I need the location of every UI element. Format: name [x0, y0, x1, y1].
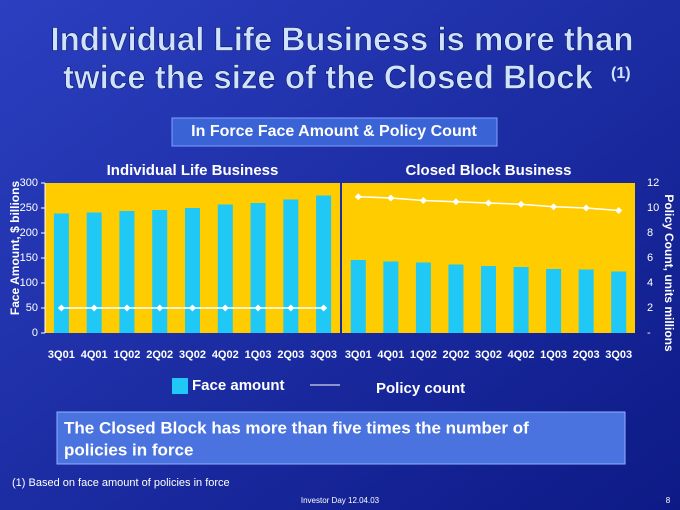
marker	[57, 304, 65, 312]
footer: Investor Day 12.04.03	[301, 496, 380, 505]
x-tick-label: 2Q03	[277, 349, 304, 361]
bar	[283, 199, 299, 333]
x-tick-label: 1Q02	[113, 349, 140, 361]
panel-title: Individual Life Business	[107, 162, 279, 179]
x-tick-label: 3Q01	[48, 349, 75, 361]
bar	[316, 195, 332, 333]
marker	[517, 200, 525, 208]
bar	[383, 261, 399, 333]
x-tick-label: 3Q03	[605, 349, 632, 361]
y-axis-label: Face Amount, $ billions	[8, 181, 22, 316]
bar	[415, 262, 431, 333]
marker	[221, 304, 229, 312]
y-tick-label: 250	[20, 202, 38, 214]
callout-line: policies in force	[64, 440, 193, 459]
bar	[250, 203, 266, 333]
bar	[448, 264, 464, 333]
marker	[485, 199, 492, 207]
y-tick-label: 150	[20, 252, 38, 264]
bar	[217, 204, 233, 333]
y-tick-label: 100	[20, 277, 38, 289]
x-tick-label: 4Q01	[377, 349, 404, 361]
marker	[452, 198, 460, 206]
marker	[419, 197, 427, 204]
x-tick-label: 1Q03	[245, 349, 272, 361]
bar	[546, 269, 562, 333]
marker	[254, 304, 262, 312]
legend-label: Policy count	[376, 380, 465, 397]
marker	[320, 304, 328, 312]
panel-title: Closed Block Business	[406, 162, 572, 179]
x-tick-label: 4Q01	[81, 349, 108, 361]
x-tick-label: 2Q02	[146, 349, 173, 361]
marker	[287, 304, 295, 312]
y2-tick-label: 12	[647, 177, 659, 189]
legend-swatch	[172, 378, 188, 394]
legend-label: Face amount	[192, 377, 285, 394]
y2-tick-label: 10	[647, 202, 659, 214]
bar	[578, 269, 594, 333]
y-tick-label: 200	[20, 227, 38, 239]
marker	[156, 304, 164, 312]
title-line: twice the size of the Closed Block	[63, 59, 594, 96]
x-tick-label: 3Q02	[475, 349, 502, 361]
y2-tick-label: 4	[647, 277, 653, 289]
marker	[615, 207, 623, 214]
marker	[582, 204, 590, 212]
x-tick-label: 3Q03	[310, 349, 337, 361]
callout-line: The Closed Block has more than five time…	[64, 418, 529, 437]
y2-tick-label: -	[647, 327, 651, 339]
x-tick-label: 4Q02	[212, 349, 239, 361]
page-number: 8	[666, 496, 671, 505]
x-tick-label: 1Q02	[410, 349, 437, 361]
y2-tick-label: 6	[647, 252, 653, 264]
footnote: (1) Based on face amount of policies in …	[12, 477, 230, 489]
bar	[513, 267, 529, 333]
marker	[189, 304, 196, 312]
y2-axis-label: Policy Count, units millions	[662, 194, 676, 352]
callout-box	[56, 411, 626, 465]
x-tick-label: 2Q02	[442, 349, 469, 361]
marker	[90, 304, 98, 312]
bar	[185, 208, 200, 333]
bar	[119, 211, 135, 333]
bar	[53, 213, 69, 333]
bar	[611, 271, 627, 333]
bar	[86, 212, 102, 333]
x-tick-label: 1Q03	[540, 349, 567, 361]
y-tick-label: 50	[26, 302, 38, 314]
marker	[123, 304, 131, 312]
y2-tick-label: 8	[647, 227, 653, 239]
x-tick-label: 2Q03	[573, 349, 600, 361]
y-tick-label: 0	[32, 327, 38, 339]
subtitle-box	[171, 117, 498, 147]
marker	[354, 193, 362, 201]
bar	[350, 260, 366, 333]
x-tick-label: 4Q02	[508, 349, 535, 361]
x-tick-label: 3Q01	[345, 349, 372, 361]
title-line: Individual Life Business is more than	[50, 21, 633, 58]
x-tick-label: 3Q02	[179, 349, 206, 361]
y2-tick-label: 2	[647, 302, 653, 314]
marker	[550, 203, 558, 211]
bar	[152, 210, 168, 333]
y-tick-label: 300	[20, 177, 38, 189]
title-note: (1)	[611, 65, 631, 82]
marker	[387, 194, 395, 202]
bar	[481, 266, 496, 333]
subtitle: In Force Face Amount & Policy Count	[191, 123, 477, 140]
